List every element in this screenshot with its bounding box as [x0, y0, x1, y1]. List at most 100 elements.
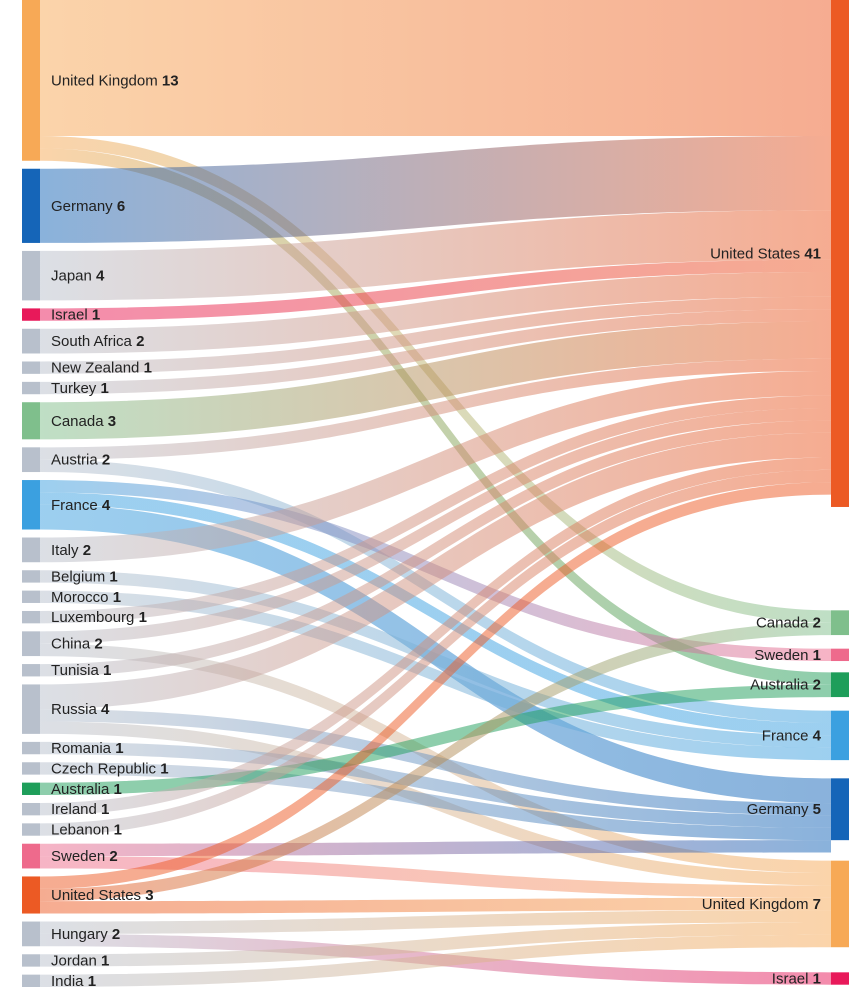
flow-luxembourg-to-united-states — [40, 395, 831, 624]
flow-canada-to-united-states — [40, 321, 831, 440]
target-label-israel: Israel 1 — [772, 970, 821, 987]
flow-morocco-to-france — [40, 590, 831, 761]
flow-italy-to-united-states — [40, 370, 831, 563]
target-node-canada — [831, 610, 849, 636]
flow-united-kingdom-to-australia — [40, 148, 831, 685]
source-label-hungary: Hungary 2 — [51, 926, 120, 943]
source-node-belgium — [22, 570, 40, 583]
source-node-morocco — [22, 590, 40, 603]
source-label-india: India 1 — [51, 973, 96, 990]
labels-layer: United Kingdom 13 Germany 6 Japan 4 Israel … — [51, 72, 822, 989]
target-label-canada: Canada 2 — [756, 615, 821, 632]
target-node-united-kingdom — [831, 860, 849, 948]
flow-united-states-to-united-kingdom — [40, 897, 831, 914]
source-node-luxembourg — [22, 610, 40, 624]
source-node-romania — [22, 741, 40, 755]
source-node-italy — [22, 537, 40, 563]
target-label-sweden: Sweden 1 — [754, 647, 821, 664]
source-node-south-africa — [22, 328, 40, 354]
flow-austria-to-united-states — [40, 358, 831, 460]
target-label-australia: Australia 2 — [750, 677, 821, 694]
flow-united-states-to-canada — [40, 622, 831, 902]
flow-china-to-united-states — [40, 408, 831, 644]
source-node-israel — [22, 308, 40, 321]
source-label-japan: Japan 4 — [51, 268, 105, 285]
source-label-morocco: Morocco 1 — [51, 589, 121, 606]
target-node-france — [831, 710, 849, 761]
source-node-india — [22, 974, 40, 987]
source-label-australia: Australia 1 — [51, 781, 122, 798]
source-label-tunisia: Tunisia 1 — [51, 662, 111, 679]
target-label-united-kingdom: United Kingdom 7 — [702, 896, 821, 913]
source-node-canada — [22, 402, 40, 440]
target-label-france: France 4 — [762, 727, 822, 744]
source-node-austria — [22, 447, 40, 473]
flow-japan-to-united-states — [40, 210, 831, 301]
source-label-ireland: Ireland 1 — [51, 801, 109, 818]
source-label-russia: Russia 4 — [51, 701, 110, 718]
flow-israel-to-united-states — [40, 259, 831, 321]
source-node-germany — [22, 168, 40, 243]
nodes-layer — [22, 0, 849, 987]
source-label-united-kingdom: United Kingdom 13 — [51, 72, 179, 89]
source-label-new-zealand: New Zealand 1 — [51, 360, 152, 377]
flow-russia-to-united-states — [40, 432, 831, 710]
flow-new-zealand-to-united-states — [40, 296, 831, 374]
source-label-austria: Austria 2 — [51, 452, 110, 469]
flow-south-africa-to-united-states — [40, 272, 831, 354]
source-node-united-kingdom — [22, 0, 40, 161]
source-label-romania: Romania 1 — [51, 740, 124, 757]
flow-austria-to-france — [40, 459, 831, 724]
source-node-new-zealand — [22, 361, 40, 374]
flow-united-kingdom-to-united-states — [40, 0, 831, 137]
source-label-czech-republic: Czech Republic 1 — [51, 760, 169, 777]
source-node-turkey — [22, 381, 40, 395]
flow-india-to-united-kingdom — [40, 934, 831, 987]
flow-czech-republic-to-germany — [40, 762, 831, 841]
source-node-sweden — [22, 843, 40, 869]
source-node-russia — [22, 684, 40, 734]
flows-layer — [40, 0, 831, 987]
source-node-united-states — [22, 876, 40, 914]
source-label-canada: Canada 3 — [51, 413, 116, 430]
target-label-united-states: United States 41 — [710, 245, 821, 262]
target-label-germany: Germany 5 — [747, 801, 821, 818]
source-label-china: China 2 — [51, 636, 103, 653]
source-label-turkey: Turkey 1 — [51, 380, 109, 397]
source-label-luxembourg: Luxembourg 1 — [51, 609, 147, 626]
source-node-china — [22, 631, 40, 657]
source-label-germany: Germany 6 — [51, 198, 125, 215]
source-label-sweden: Sweden 2 — [51, 848, 118, 865]
source-node-tunisia — [22, 664, 40, 677]
flow-hungary-to-united-kingdom — [40, 910, 831, 934]
flow-ireland-to-united-states — [40, 457, 831, 816]
flow-tunisia-to-united-states — [40, 420, 831, 677]
flow-jordan-to-united-kingdom — [40, 922, 831, 967]
target-node-germany — [831, 778, 849, 841]
flow-france-to-france — [40, 492, 831, 736]
source-label-italy: Italy 2 — [51, 542, 91, 559]
source-label-france: France 4 — [51, 497, 111, 514]
flow-australia-to-australia — [40, 684, 831, 795]
source-label-united-states: United States 3 — [51, 887, 154, 904]
target-node-sweden — [831, 648, 849, 662]
target-node-australia — [831, 672, 849, 698]
source-label-jordan: Jordan 1 — [51, 952, 109, 969]
flow-belgium-to-france — [40, 570, 831, 748]
source-node-japan — [22, 250, 40, 301]
source-node-hungary — [22, 921, 40, 947]
source-node-czech-republic — [22, 762, 40, 775]
flow-turkey-to-united-states — [40, 309, 831, 395]
source-node-lebanon — [22, 823, 40, 836]
source-label-south-africa: South Africa 2 — [51, 333, 144, 350]
target-node-united-states — [831, 0, 849, 507]
source-label-belgium: Belgium 1 — [51, 568, 118, 585]
source-node-ireland — [22, 802, 40, 816]
flow-romania-to-germany — [40, 741, 831, 828]
flow-lebanon-to-united-states — [40, 469, 831, 836]
source-node-france — [22, 480, 40, 530]
source-node-jordan — [22, 954, 40, 967]
source-label-lebanon: Lebanon 1 — [51, 822, 122, 839]
source-node-australia — [22, 782, 40, 795]
